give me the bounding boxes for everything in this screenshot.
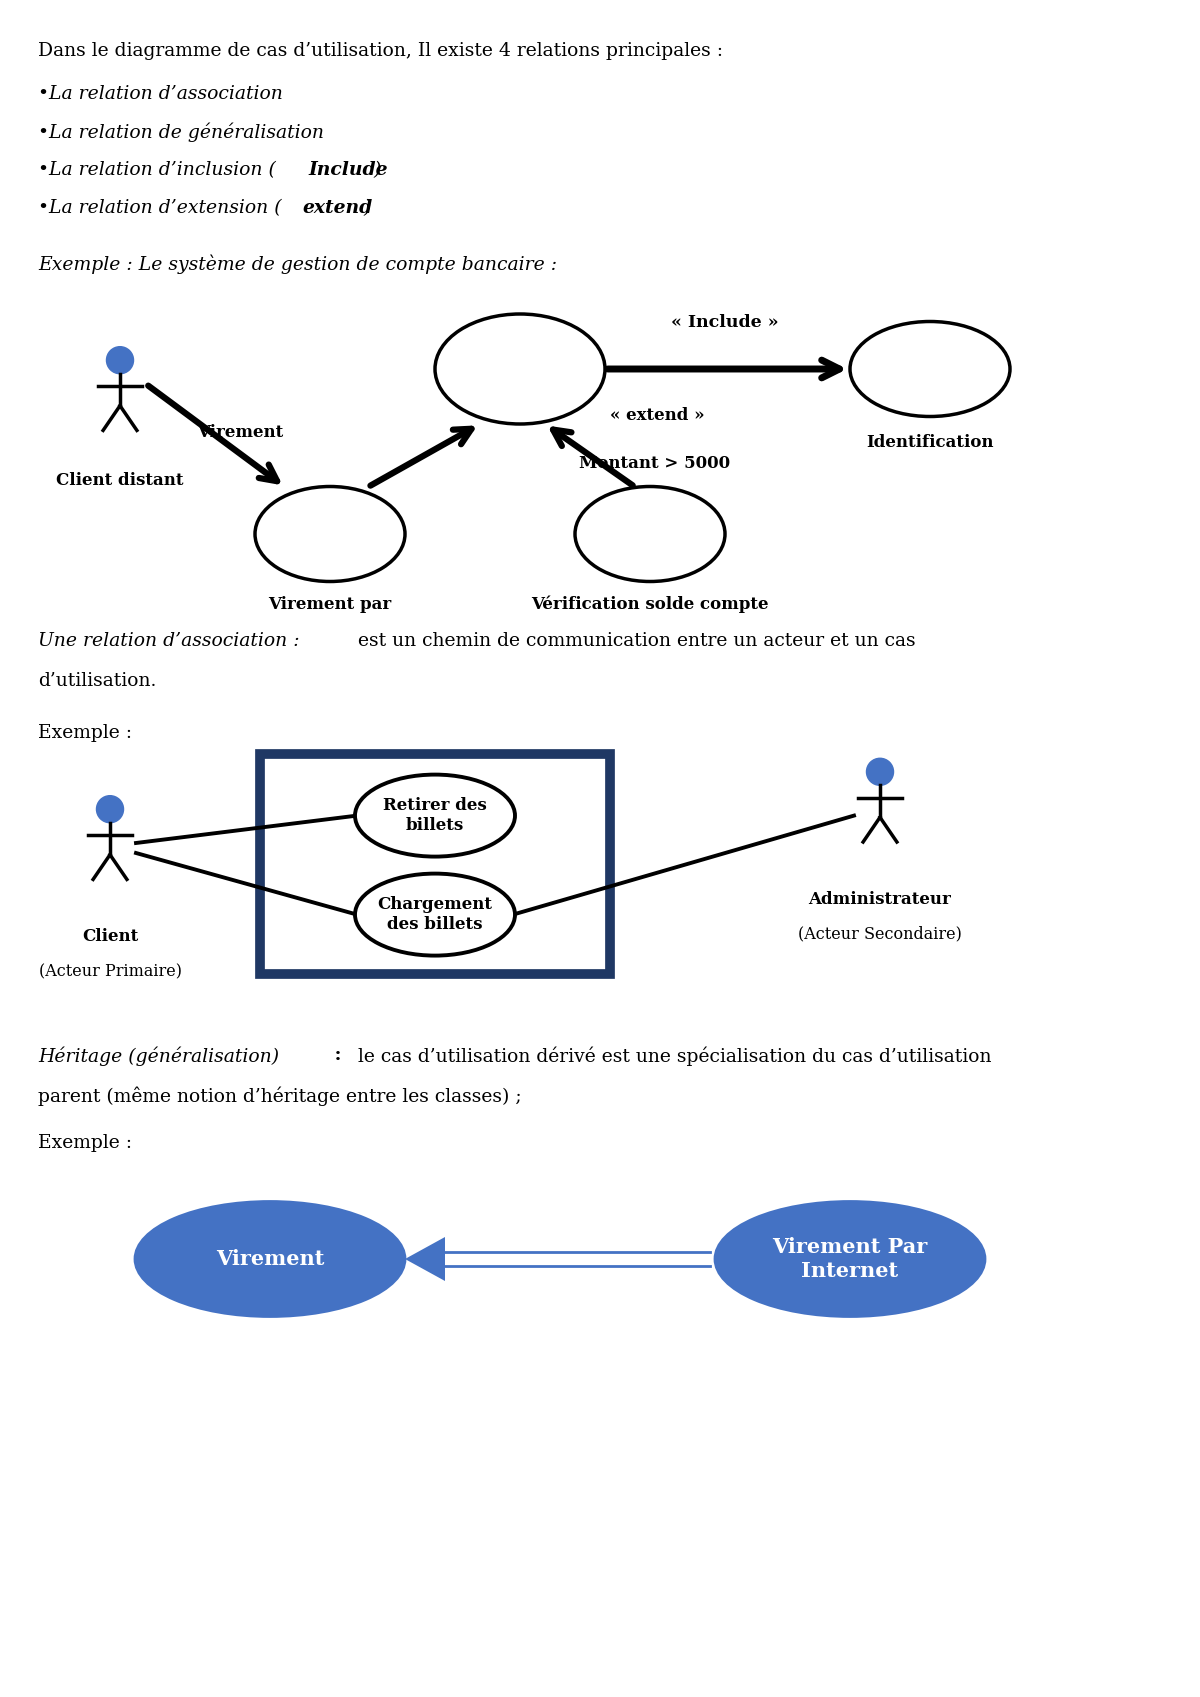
Ellipse shape (436, 314, 605, 424)
Text: Virement par: Virement par (269, 596, 391, 613)
Text: « Include »: « Include » (671, 314, 779, 331)
Text: Include: Include (308, 161, 388, 178)
Ellipse shape (715, 1201, 985, 1317)
Text: Client distant: Client distant (56, 472, 184, 489)
Ellipse shape (134, 1201, 406, 1317)
Text: ): ) (373, 161, 380, 178)
FancyBboxPatch shape (260, 753, 610, 974)
Text: Montant > 5000: Montant > 5000 (580, 455, 731, 472)
Text: •La relation de généralisation: •La relation de généralisation (38, 122, 324, 143)
Text: Exemple :: Exemple : (38, 1134, 132, 1152)
Ellipse shape (575, 487, 725, 582)
Ellipse shape (355, 774, 515, 857)
Text: d’utilisation.: d’utilisation. (38, 672, 156, 691)
Text: « extend »: « extend » (610, 407, 704, 424)
Text: Virement: Virement (216, 1249, 324, 1269)
Text: Identification: Identification (866, 434, 994, 451)
Text: Héritage (généralisation): Héritage (généralisation) (38, 1045, 280, 1066)
Text: Virement: Virement (197, 424, 283, 441)
Text: (Acteur Primaire): (Acteur Primaire) (38, 962, 181, 979)
Text: •La relation d’extension (: •La relation d’extension ( (38, 199, 282, 217)
Text: extend: extend (302, 199, 372, 217)
Text: Exemple :: Exemple : (38, 725, 132, 742)
Text: (Acteur Secondaire): (Acteur Secondaire) (798, 925, 962, 942)
Text: parent (même notion d’héritage entre les classes) ;: parent (même notion d’héritage entre les… (38, 1086, 522, 1105)
Circle shape (866, 759, 894, 786)
Text: Administrateur: Administrateur (809, 891, 952, 908)
Polygon shape (406, 1237, 445, 1281)
Text: •La relation d’inclusion (: •La relation d’inclusion ( (38, 161, 276, 178)
Text: •La relation d’association: •La relation d’association (38, 85, 283, 104)
Ellipse shape (850, 321, 1010, 416)
Text: Retirer des
billets: Retirer des billets (383, 798, 487, 833)
Text: Exemple : Le système de gestion de compte bancaire :: Exemple : Le système de gestion de compt… (38, 255, 557, 273)
Circle shape (107, 346, 133, 373)
Text: Client: Client (82, 928, 138, 945)
Text: :: : (328, 1045, 342, 1064)
Text: ): ) (364, 199, 371, 217)
Text: est un chemin de communication entre un acteur et un cas: est un chemin de communication entre un … (352, 631, 916, 650)
Text: le cas d’utilisation dérivé est une spécialisation du cas d’utilisation: le cas d’utilisation dérivé est une spéc… (352, 1045, 991, 1066)
Ellipse shape (256, 487, 406, 582)
Text: Virement Par
Internet: Virement Par Internet (773, 1237, 928, 1281)
Text: Dans le diagramme de cas d’utilisation, Il existe 4 relations principales :: Dans le diagramme de cas d’utilisation, … (38, 42, 722, 59)
Text: Chargement
des billets: Chargement des billets (378, 896, 492, 933)
Text: Une relation d’association :: Une relation d’association : (38, 631, 300, 650)
Circle shape (96, 796, 124, 823)
Text: Vérification solde compte: Vérification solde compte (532, 596, 769, 614)
Ellipse shape (355, 874, 515, 955)
